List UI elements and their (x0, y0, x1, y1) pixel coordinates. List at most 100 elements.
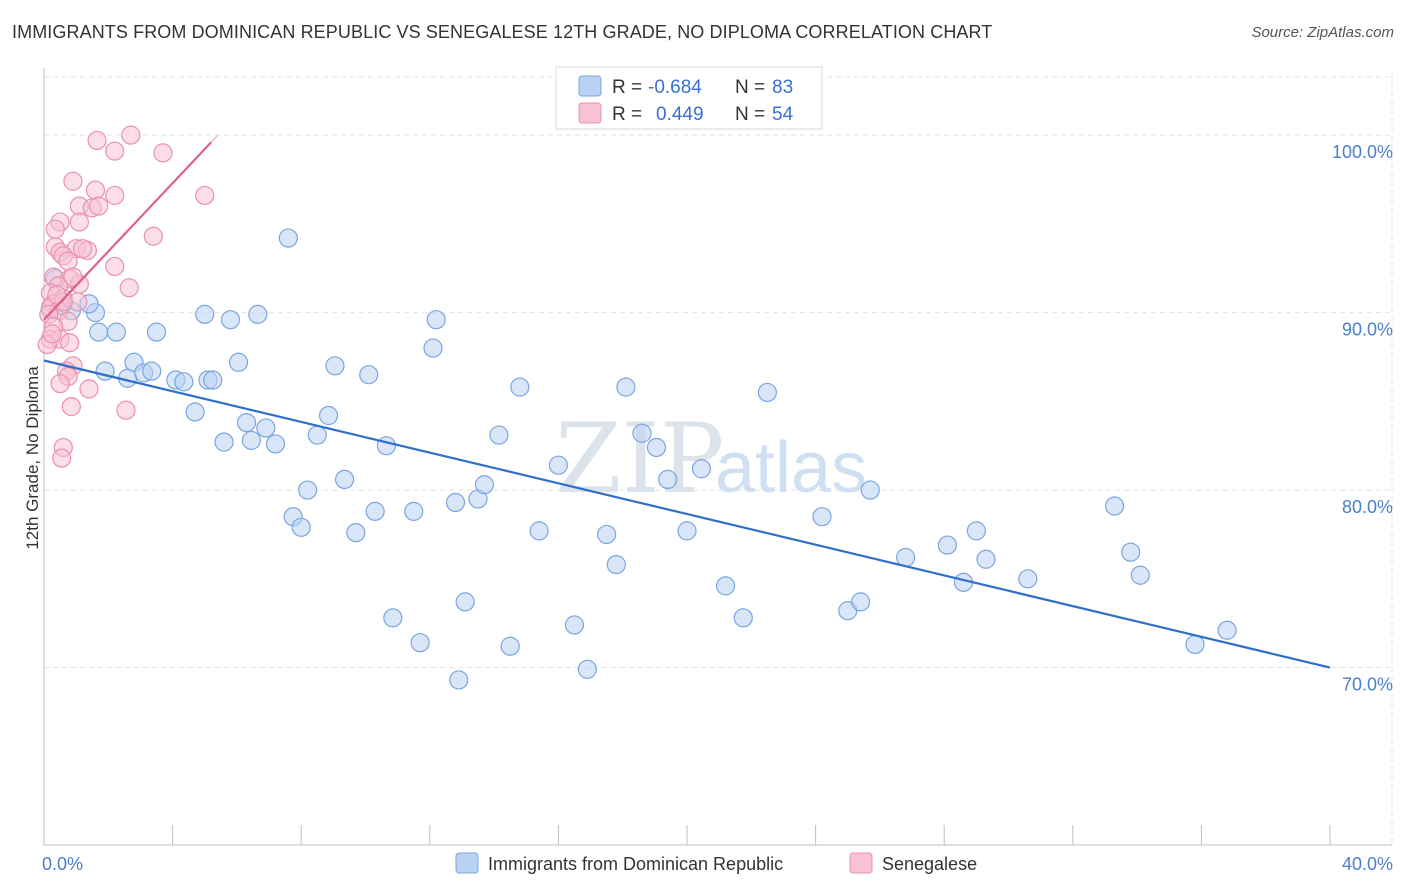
point-senegalese (63, 171, 83, 191)
point-dominican (510, 377, 530, 397)
legend-n-value: 83 (772, 77, 793, 98)
point-senegalese (45, 219, 65, 239)
legend-r-label: R = (612, 77, 642, 98)
point-dominican (307, 425, 327, 445)
point-senegalese (153, 143, 173, 163)
point-dominican (715, 576, 736, 596)
point-dominican (474, 475, 495, 495)
point-senegalese (47, 285, 67, 305)
point-dominican (142, 361, 162, 381)
point-dominican (691, 459, 712, 479)
watermark-atlas: atlas (715, 428, 867, 508)
y-tick-label: 70.0% (1342, 675, 1393, 695)
point-dominican (564, 615, 585, 635)
point-dominican (376, 436, 396, 456)
legend-swatch-pink (578, 102, 602, 124)
point-dominican (174, 372, 194, 392)
legend-n-label: N = (735, 77, 765, 98)
point-senegalese (105, 141, 125, 161)
x-tick-labels: 0.0% 40.0% (42, 854, 1393, 874)
trend-line-dominican (43, 359, 1331, 669)
series-legend-label: Senegalese (882, 854, 977, 874)
point-dominican (966, 521, 986, 541)
source-label: Source: ZipAtlas.com (1251, 24, 1394, 41)
y-tick-labels: 70.0% 80.0% 90.0% 100.0% (1332, 142, 1393, 694)
point-dominican (426, 310, 446, 330)
point-dominican (577, 659, 597, 679)
point-dominican (606, 554, 626, 575)
point-senegalese (87, 130, 107, 151)
point-dominican (214, 432, 234, 452)
trend-lines (43, 134, 1331, 669)
point-senegalese (52, 448, 72, 468)
legend-n-label: N = (735, 104, 765, 125)
point-dominican (500, 636, 520, 656)
x-tick-label: 0.0% (42, 854, 83, 874)
point-senegalese (42, 324, 62, 344)
series-legend-swatch-blue (455, 852, 479, 874)
point-dominican (851, 592, 871, 612)
point-dominican (236, 413, 257, 433)
point-dominican (220, 310, 241, 330)
point-senegalese (63, 267, 83, 287)
point-senegalese (105, 256, 125, 277)
legend-n-value: 54 (772, 104, 794, 125)
legend-box: R = -0.684 N = 83 R = 0.449 N = 54 (555, 66, 823, 130)
point-dominican (365, 501, 385, 521)
point-dominican (1018, 569, 1038, 589)
point-dominican (632, 423, 652, 443)
chart-title: IMMIGRANTS FROM DOMINICAN REPUBLIC VS SE… (12, 22, 993, 42)
point-dominican (529, 521, 549, 541)
point-dominican (203, 370, 223, 390)
legend-swatch-blue (578, 75, 602, 97)
point-dominican (359, 365, 379, 385)
y-tick-label: 80.0% (1342, 497, 1393, 517)
trend-line-senegalese (43, 141, 212, 321)
point-dominican (146, 322, 167, 342)
point-dominican (185, 402, 205, 422)
point-dominican (860, 480, 880, 500)
point-dominican (248, 304, 268, 324)
watermark: ZIP atlas (555, 403, 867, 515)
point-dominican (733, 608, 753, 628)
point-dominican (291, 517, 311, 537)
point-dominican (325, 356, 345, 376)
point-dominican (1121, 542, 1141, 562)
point-dominican (677, 521, 697, 541)
point-senegalese (58, 251, 78, 271)
point-senegalese (79, 379, 99, 399)
point-senegalese (61, 397, 81, 417)
point-dominican (318, 405, 339, 426)
point-dominican (89, 322, 109, 342)
point-dominican (445, 492, 466, 513)
y-tick-label: 90.0% (1342, 320, 1393, 340)
point-senegalese (69, 212, 89, 232)
point-dominican (548, 455, 569, 475)
point-senegalese (89, 196, 109, 216)
point-senegalese (195, 185, 215, 206)
point-dominican (228, 352, 249, 372)
point-dominican (195, 304, 215, 324)
point-senegalese (116, 400, 136, 420)
legend-r-value: 0.449 (656, 104, 704, 125)
point-dominican (1185, 634, 1205, 655)
series-dominican-points (40, 228, 1237, 690)
point-dominican (658, 469, 678, 490)
point-dominican (937, 535, 958, 555)
point-dominican (410, 633, 430, 653)
point-senegalese (143, 226, 163, 246)
point-dominican (597, 524, 617, 545)
y-axis-label: 12th Grade, No Diploma (23, 366, 42, 550)
x-tick-label: 40.0% (1342, 854, 1393, 874)
point-dominican (616, 377, 636, 397)
trend-line-senegalese-extension (210, 134, 219, 143)
point-senegalese (60, 333, 80, 353)
point-senegalese (121, 125, 141, 145)
point-dominican (455, 592, 475, 612)
point-dominican (265, 434, 286, 454)
point-senegalese (85, 180, 106, 200)
point-dominican (1104, 496, 1125, 516)
point-senegalese (72, 239, 93, 259)
point-dominican (335, 469, 355, 490)
point-dominican (241, 430, 261, 450)
